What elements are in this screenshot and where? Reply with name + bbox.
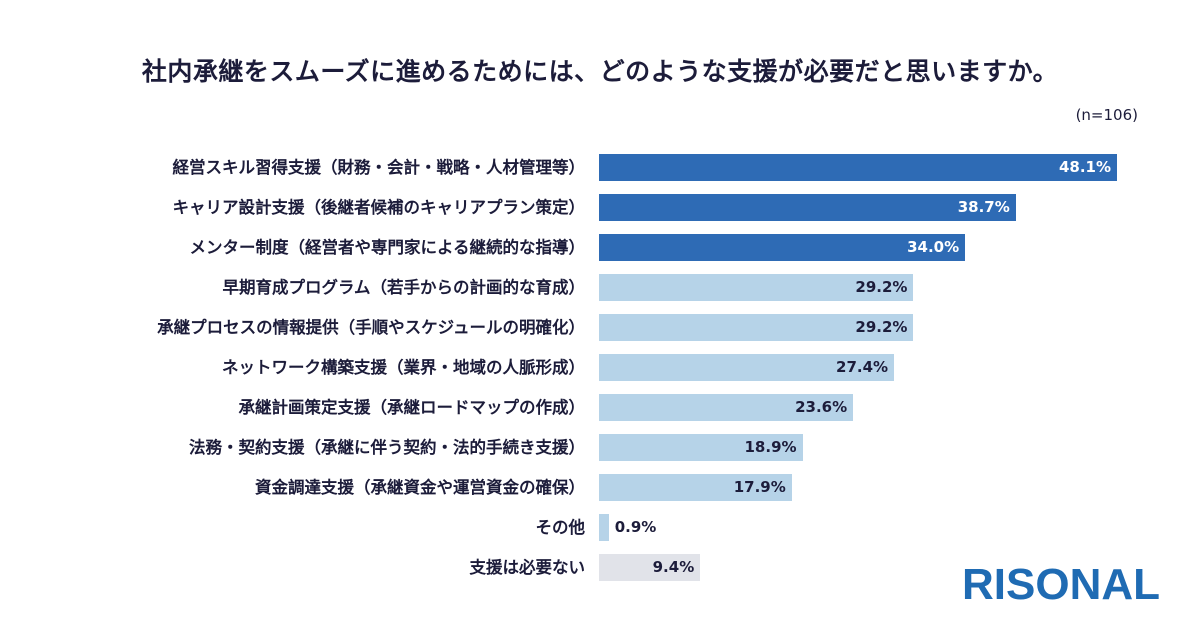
value-label: 29.2%	[855, 278, 908, 296]
value-label: 38.7%	[957, 198, 1010, 216]
bar	[599, 394, 854, 421]
bar	[599, 194, 1016, 221]
category-label: 早期育成プログラム（若手からの計画的な育成）	[222, 278, 585, 297]
value-label: 27.4%	[836, 358, 889, 376]
bar	[599, 554, 701, 581]
bar	[599, 274, 914, 301]
value-label: 23.6%	[795, 398, 848, 416]
category-label: 承継プロセスの情報提供（手順やスケジュールの明確化）	[157, 318, 585, 337]
category-label: 経営スキル習得支援（財務・会計・戦略・人材管理等）	[172, 158, 586, 177]
value-label: 48.1%	[1058, 158, 1111, 176]
value-label: 17.9%	[733, 478, 786, 496]
bar	[599, 434, 803, 461]
sample-size-note: (n=106)	[1075, 106, 1138, 124]
value-label: 9.4%	[652, 558, 695, 576]
bar	[599, 514, 609, 541]
category-label: その他	[535, 518, 586, 537]
category-label: 支援は必要ない	[469, 558, 586, 577]
category-label: 法務・契約支援（承継に伴う契約・法的手続き支援）	[189, 438, 585, 457]
value-label: 0.9%	[614, 518, 657, 536]
risonal-logo: RISONAL	[962, 560, 1160, 609]
bar	[599, 474, 792, 501]
category-label: キャリア設計支援（後継者候補のキャリアプラン策定）	[172, 198, 586, 217]
category-label: 承継計画策定支援（承継ロードマップの作成）	[238, 398, 586, 417]
bar	[599, 314, 914, 341]
category-label: ネットワーク構築支援（業界・地域の人脈形成）	[222, 358, 585, 377]
value-label: 29.2%	[855, 318, 908, 336]
category-label: メンター制度（経営者や専門家による継続的な指導）	[189, 238, 585, 257]
bar	[599, 154, 1117, 181]
bar	[599, 234, 966, 261]
bar	[599, 354, 895, 381]
category-label: 資金調達支援（承継資金や運営資金の確保）	[255, 478, 585, 497]
value-label: 34.0%	[907, 238, 960, 256]
chart-title: 社内承継をスムーズに進めるためには、どのような支援が必要だと思いますか。	[141, 57, 1059, 86]
value-label: 18.9%	[744, 438, 797, 456]
